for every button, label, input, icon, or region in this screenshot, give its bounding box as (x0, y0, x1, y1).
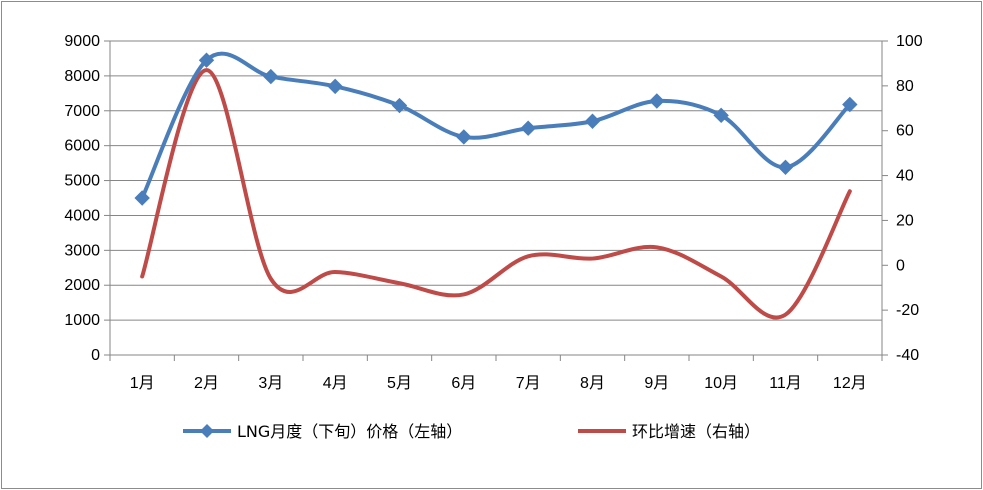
x-tick-label: 6月 (451, 375, 476, 392)
series-line-1 (140, 68, 852, 320)
x-tick-label: 9月 (644, 375, 669, 392)
data-point-marker (134, 190, 150, 206)
left-tick-label: 7000 (64, 103, 100, 120)
left-tick-label: 4000 (64, 207, 100, 224)
legend-item-1: 环比增速（右轴） (578, 422, 760, 441)
right-tick-label: 20 (896, 212, 914, 229)
data-point-marker (198, 52, 215, 68)
data-point-marker (777, 159, 794, 176)
data-point-marker (456, 129, 472, 145)
left-tick-label: 8000 (64, 68, 100, 85)
legend-label: LNG月度（下旬）价格（左轴） (237, 422, 462, 441)
x-tick-label: 3月 (258, 375, 283, 392)
left-tick-label: 2000 (64, 277, 100, 294)
right-tick-label: 100 (896, 33, 923, 50)
left-axis-ticks: 0 1000 2000 3000 4000 5000 6000 7000 8000 9000 (64, 33, 100, 364)
right-tick-label: -20 (896, 302, 919, 319)
data-point-marker (327, 78, 343, 95)
series-group (134, 51, 858, 320)
data-point-marker (649, 93, 665, 109)
right-tick-label: 40 (896, 168, 914, 185)
x-tick-label: 10月 (704, 375, 738, 392)
left-tick-label: 0 (91, 347, 100, 364)
data-point-marker (520, 120, 536, 136)
x-tick-label: 1月 (130, 375, 155, 392)
left-tick-label: 1000 (64, 312, 100, 329)
series-line-0 (140, 51, 852, 200)
left-tick-label: 3000 (64, 242, 100, 259)
x-tick-label: 2月 (194, 375, 219, 392)
axes (104, 40, 888, 361)
legend-item-0: LNG月度（下旬）价格（左轴） (183, 422, 462, 441)
legend-marker (200, 424, 214, 438)
x-tick-label: 5月 (387, 375, 412, 392)
legend: LNG月度（下旬）价格（左轴） 环比增速（右轴） (183, 422, 760, 441)
data-point-marker (713, 107, 729, 124)
x-axis-ticks: 1月 2月 3月 4月 5月 6月 7月 8月 9月 10月 11月 12月 (130, 375, 867, 392)
left-tick-label: 6000 (64, 138, 100, 155)
left-tick-label: 5000 (64, 173, 100, 190)
right-axis-ticks: -40 -20 0 20 40 60 80 100 (896, 33, 923, 364)
x-tick-label: 7月 (516, 375, 541, 392)
data-point-marker (263, 68, 279, 85)
right-tick-label: 0 (896, 257, 905, 274)
data-point-marker (584, 113, 601, 129)
x-tick-label: 12月 (833, 375, 867, 392)
x-tick-label: 11月 (769, 375, 802, 392)
x-tick-label: 4月 (323, 375, 348, 392)
right-tick-label: -40 (896, 347, 919, 364)
left-tick-label: 9000 (64, 33, 100, 50)
legend-label: 环比增速（右轴） (632, 422, 760, 441)
x-tick-label: 8月 (580, 375, 605, 392)
right-tick-label: 80 (896, 78, 914, 95)
right-tick-label: 60 (896, 123, 914, 140)
data-point-marker (391, 97, 408, 114)
data-point-marker (842, 96, 858, 113)
